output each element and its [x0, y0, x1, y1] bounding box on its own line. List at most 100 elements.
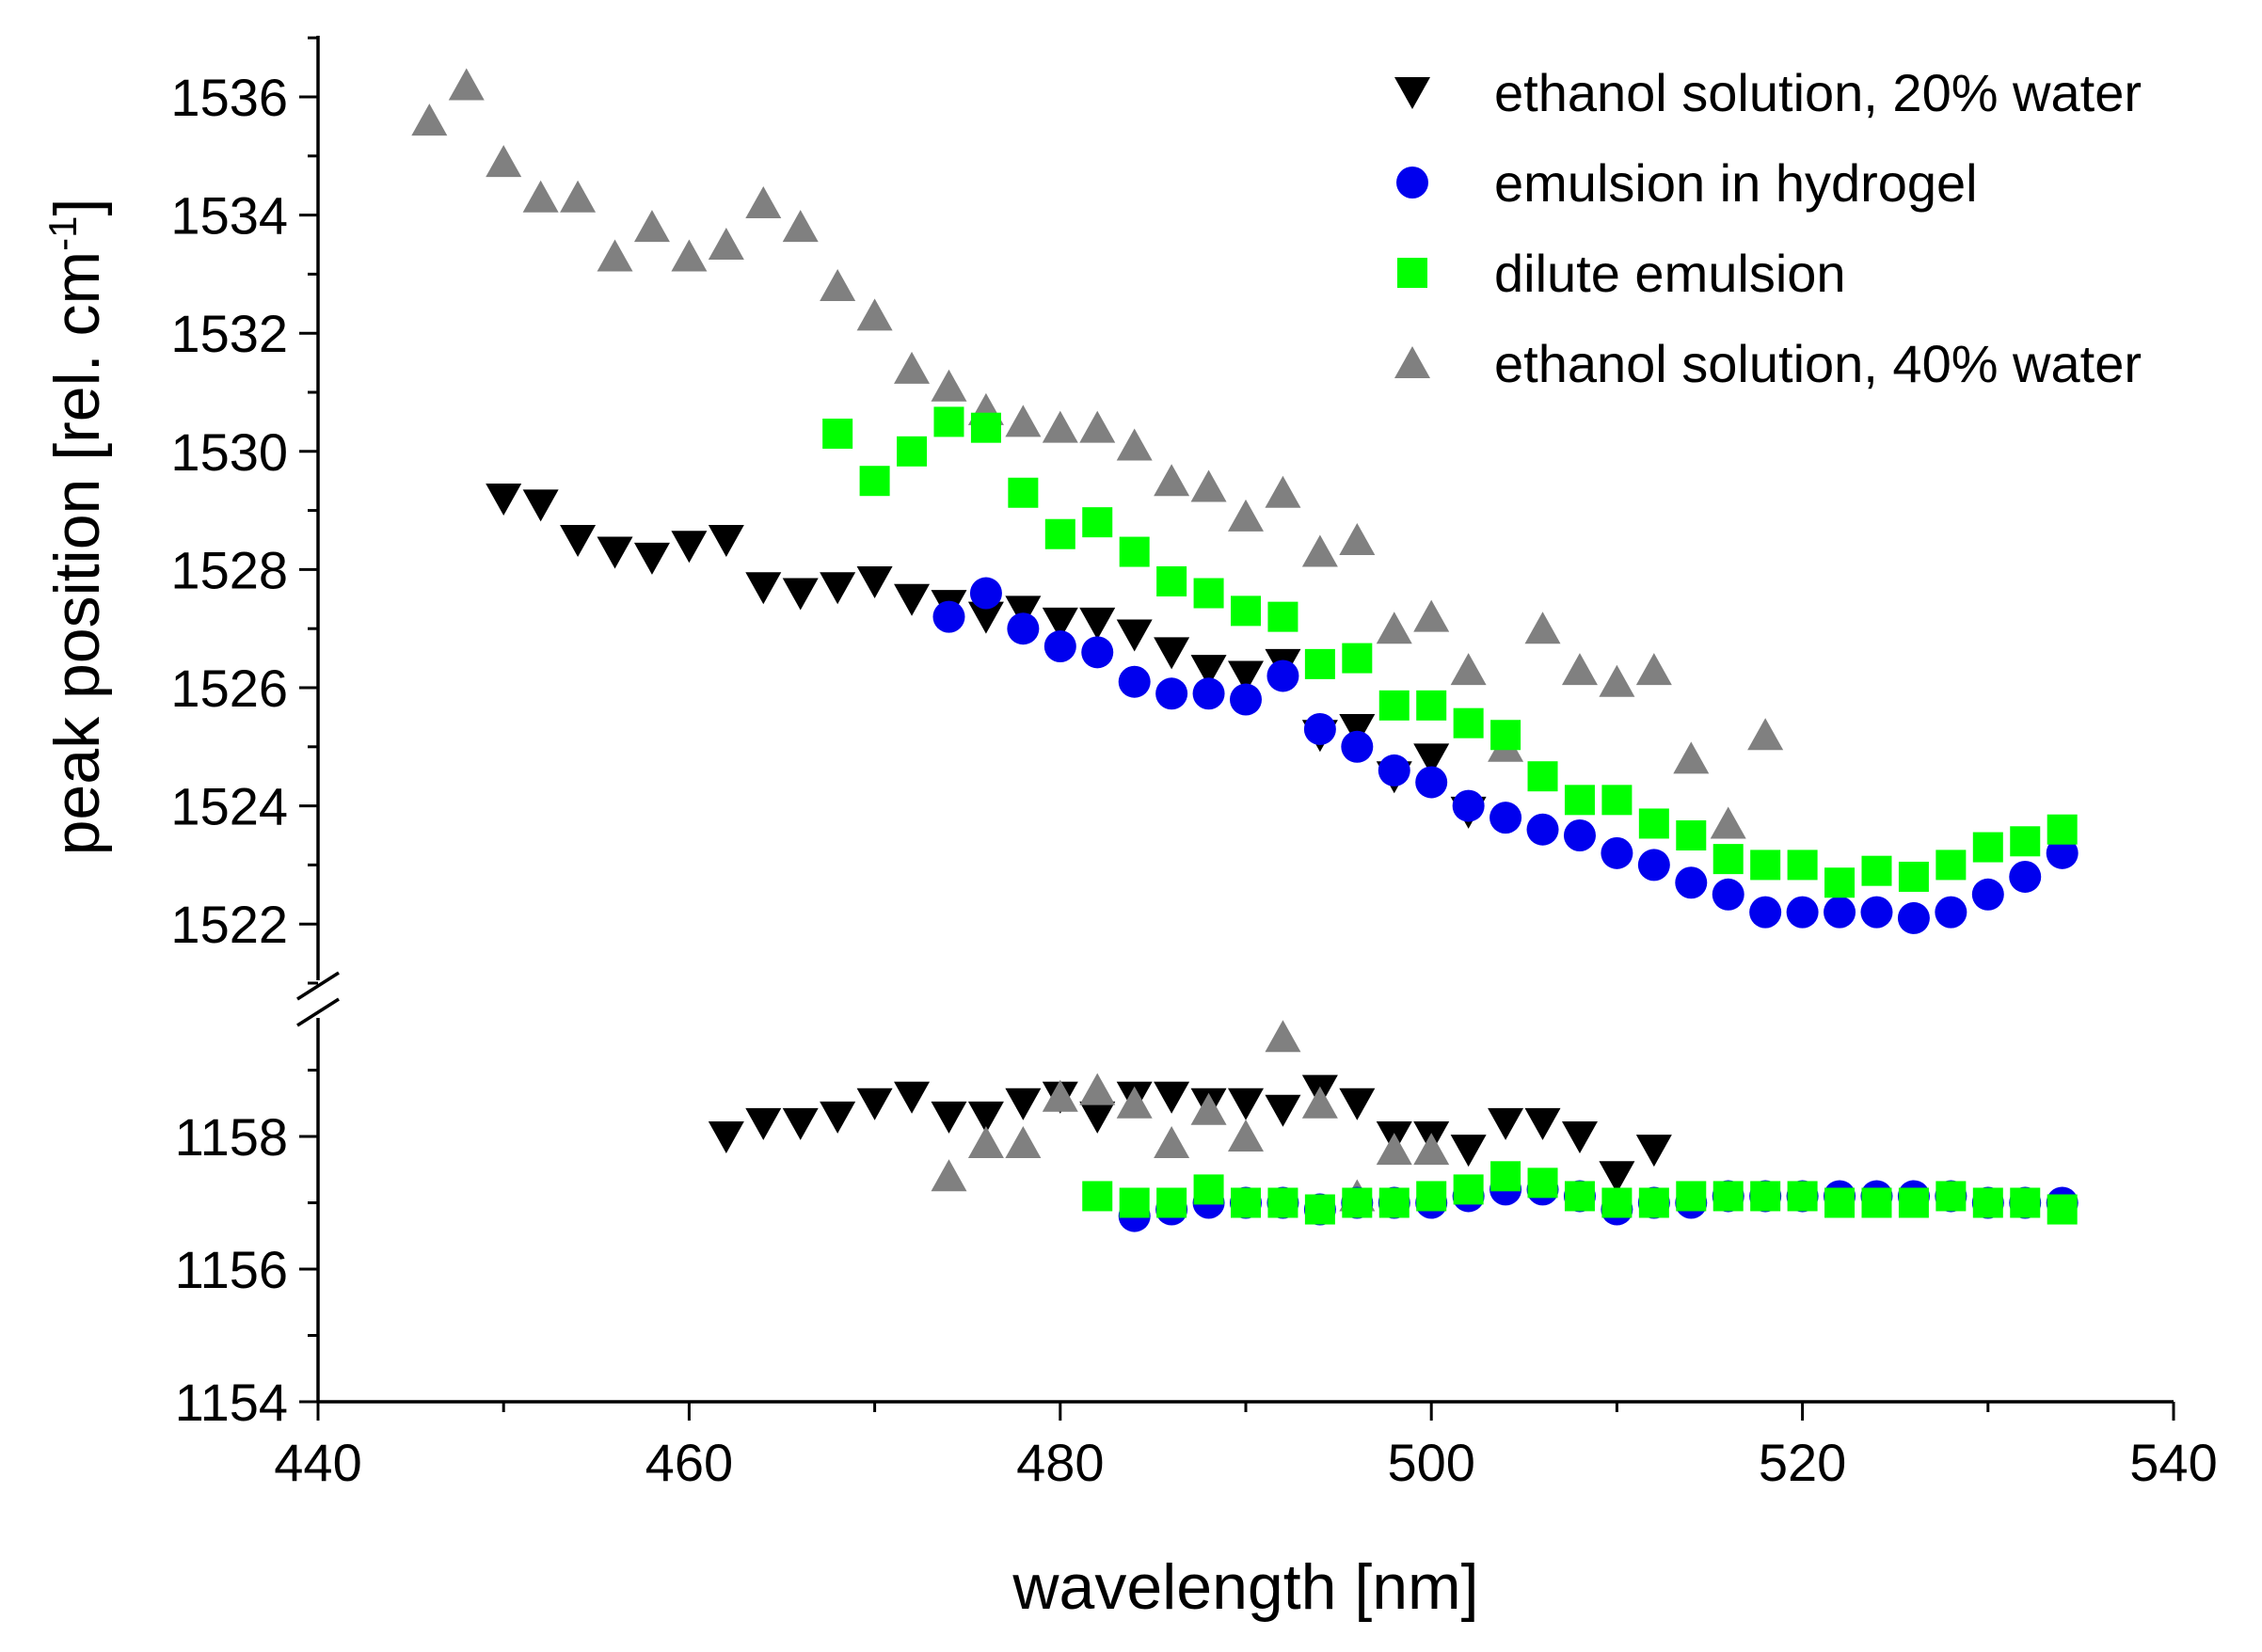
data-point — [856, 298, 893, 331]
data-point — [1972, 832, 2003, 863]
data-point — [1488, 1107, 1524, 1140]
data-point — [1972, 1187, 2003, 1218]
data-point — [2047, 814, 2078, 845]
data-point — [1376, 612, 1412, 644]
data-point — [411, 103, 448, 136]
data-point — [1190, 655, 1227, 688]
data-point — [1156, 1187, 1187, 1218]
legend-marker — [1397, 258, 1427, 288]
data-point — [1413, 1133, 1450, 1166]
data-point — [1453, 707, 1484, 739]
data-point — [633, 542, 670, 575]
data-point — [1005, 1126, 1042, 1159]
series-triangle-down — [486, 484, 1672, 1194]
data-point — [1341, 730, 1374, 763]
data-point — [448, 68, 485, 101]
data-point — [1116, 428, 1153, 461]
data-point — [1081, 636, 1114, 669]
data-point — [1712, 878, 1744, 911]
data-point — [932, 600, 965, 633]
data-point — [1192, 677, 1225, 710]
data-point — [1749, 896, 1782, 929]
data-point — [1231, 1187, 1261, 1218]
data-point — [1119, 536, 1150, 567]
data-point — [2010, 1187, 2041, 1218]
data-point — [1079, 1101, 1116, 1134]
data-point — [1490, 1161, 1521, 1192]
data-point — [1561, 653, 1598, 686]
data-point — [1712, 844, 1744, 875]
data-point — [967, 1101, 1004, 1134]
data-point — [1378, 1187, 1410, 1218]
data-point — [1339, 523, 1376, 555]
data-point — [1231, 596, 1261, 627]
data-point — [931, 1101, 967, 1134]
data-point — [1824, 896, 1856, 929]
data-point — [1637, 849, 1670, 882]
data-point — [1563, 819, 1596, 851]
data-point — [856, 565, 893, 598]
data-point — [897, 436, 928, 467]
y-axis-label-suffix: ] — [41, 199, 113, 216]
data-point — [1154, 1126, 1190, 1159]
x-tick-label: 480 — [1016, 1433, 1104, 1492]
data-point — [1230, 683, 1262, 716]
legend-label: emulsion in hydrogel — [1494, 153, 1978, 213]
y-axis-label: peak position [rel. cm-1] — [40, 199, 113, 856]
data-point — [1489, 802, 1522, 834]
data-point — [1898, 1187, 1929, 1218]
x-tick-label: 540 — [2129, 1433, 2217, 1492]
data-point — [1008, 477, 1039, 508]
data-point — [1267, 1187, 1298, 1218]
y-tick-label: 1532 — [170, 304, 288, 363]
data-marks — [411, 68, 2079, 1232]
data-point — [1564, 1181, 1595, 1212]
data-point — [1005, 596, 1042, 628]
data-point — [1452, 789, 1485, 822]
data-point — [970, 412, 1001, 443]
data-point — [1265, 1020, 1301, 1053]
data-point — [1561, 1121, 1598, 1153]
data-point — [1824, 1187, 1856, 1218]
data-point — [1301, 1086, 1338, 1119]
data-point — [1416, 690, 1447, 721]
data-point — [1154, 464, 1190, 497]
data-point — [894, 583, 931, 616]
y-tick-label: 1530 — [170, 422, 288, 482]
data-point — [1897, 901, 1930, 934]
data-point — [820, 268, 856, 301]
data-point — [1376, 1133, 1412, 1166]
data-point — [1527, 1168, 1558, 1199]
data-point — [671, 239, 708, 272]
data-point — [1044, 518, 1075, 549]
y-tick-label: 1154 — [175, 1373, 288, 1432]
data-point — [1490, 720, 1521, 751]
data-point — [1154, 637, 1190, 670]
data-point — [745, 572, 782, 605]
data-point — [1638, 808, 1669, 839]
x-tick-label: 520 — [1759, 1433, 1846, 1492]
data-point — [486, 145, 522, 178]
data-point — [1339, 1088, 1376, 1120]
data-point — [1712, 1181, 1744, 1212]
data-point — [1786, 896, 1819, 929]
data-point — [1193, 578, 1224, 609]
legend-label: ethanol solution, 20% water — [1494, 63, 2142, 122]
data-point — [522, 180, 559, 213]
data-point — [633, 210, 670, 243]
data-point — [1638, 1187, 1669, 1218]
data-point — [1042, 410, 1078, 443]
data-point — [1156, 565, 1187, 596]
legend-marker — [1394, 77, 1430, 109]
data-point — [1673, 741, 1710, 774]
data-point — [1824, 867, 1856, 898]
data-point — [820, 572, 856, 605]
y-tick-label: 1534 — [170, 186, 288, 246]
data-point — [967, 601, 1004, 634]
data-point — [1971, 878, 2004, 911]
data-point — [1898, 861, 1929, 892]
data-point — [1005, 405, 1042, 437]
data-point — [1339, 713, 1376, 746]
data-point — [1860, 896, 1893, 929]
